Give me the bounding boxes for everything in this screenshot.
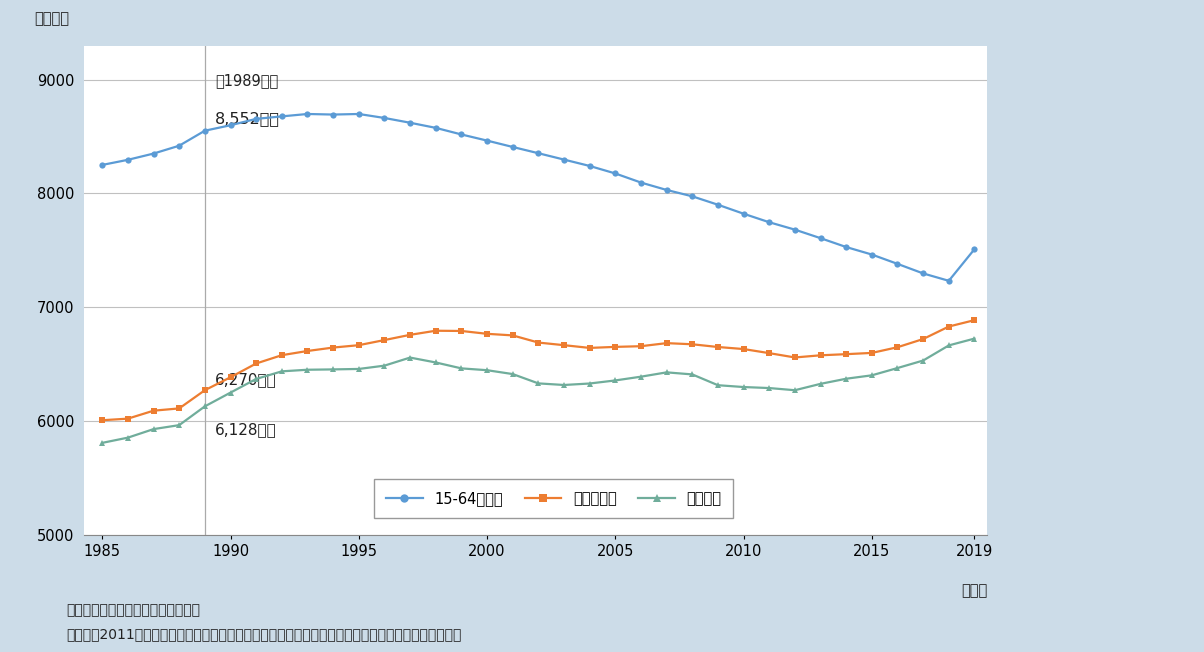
Text: （年）: （年） (961, 584, 987, 599)
Text: （万人）: （万人） (35, 11, 70, 26)
Text: 資料：総務省統計局「労働力調査」: 資料：総務省統計局「労働力調査」 (66, 603, 200, 617)
Legend: 15-64歳人口, 労働力人口, 就業者数: 15-64歳人口, 労働力人口, 就業者数 (374, 479, 733, 518)
Text: 6,128万人: 6,128万人 (216, 422, 277, 437)
Text: （注）　2011年は東日本大震災の影響により全国集計結果が存在しないため、補完推計値を用いた。: （注） 2011年は東日本大震災の影響により全国集計結果が存在しないため、補完推… (66, 627, 461, 641)
Text: 6,270万人: 6,270万人 (216, 372, 277, 387)
Text: （1989年）: （1989年） (216, 73, 278, 88)
Text: 8,552万人: 8,552万人 (216, 111, 281, 126)
